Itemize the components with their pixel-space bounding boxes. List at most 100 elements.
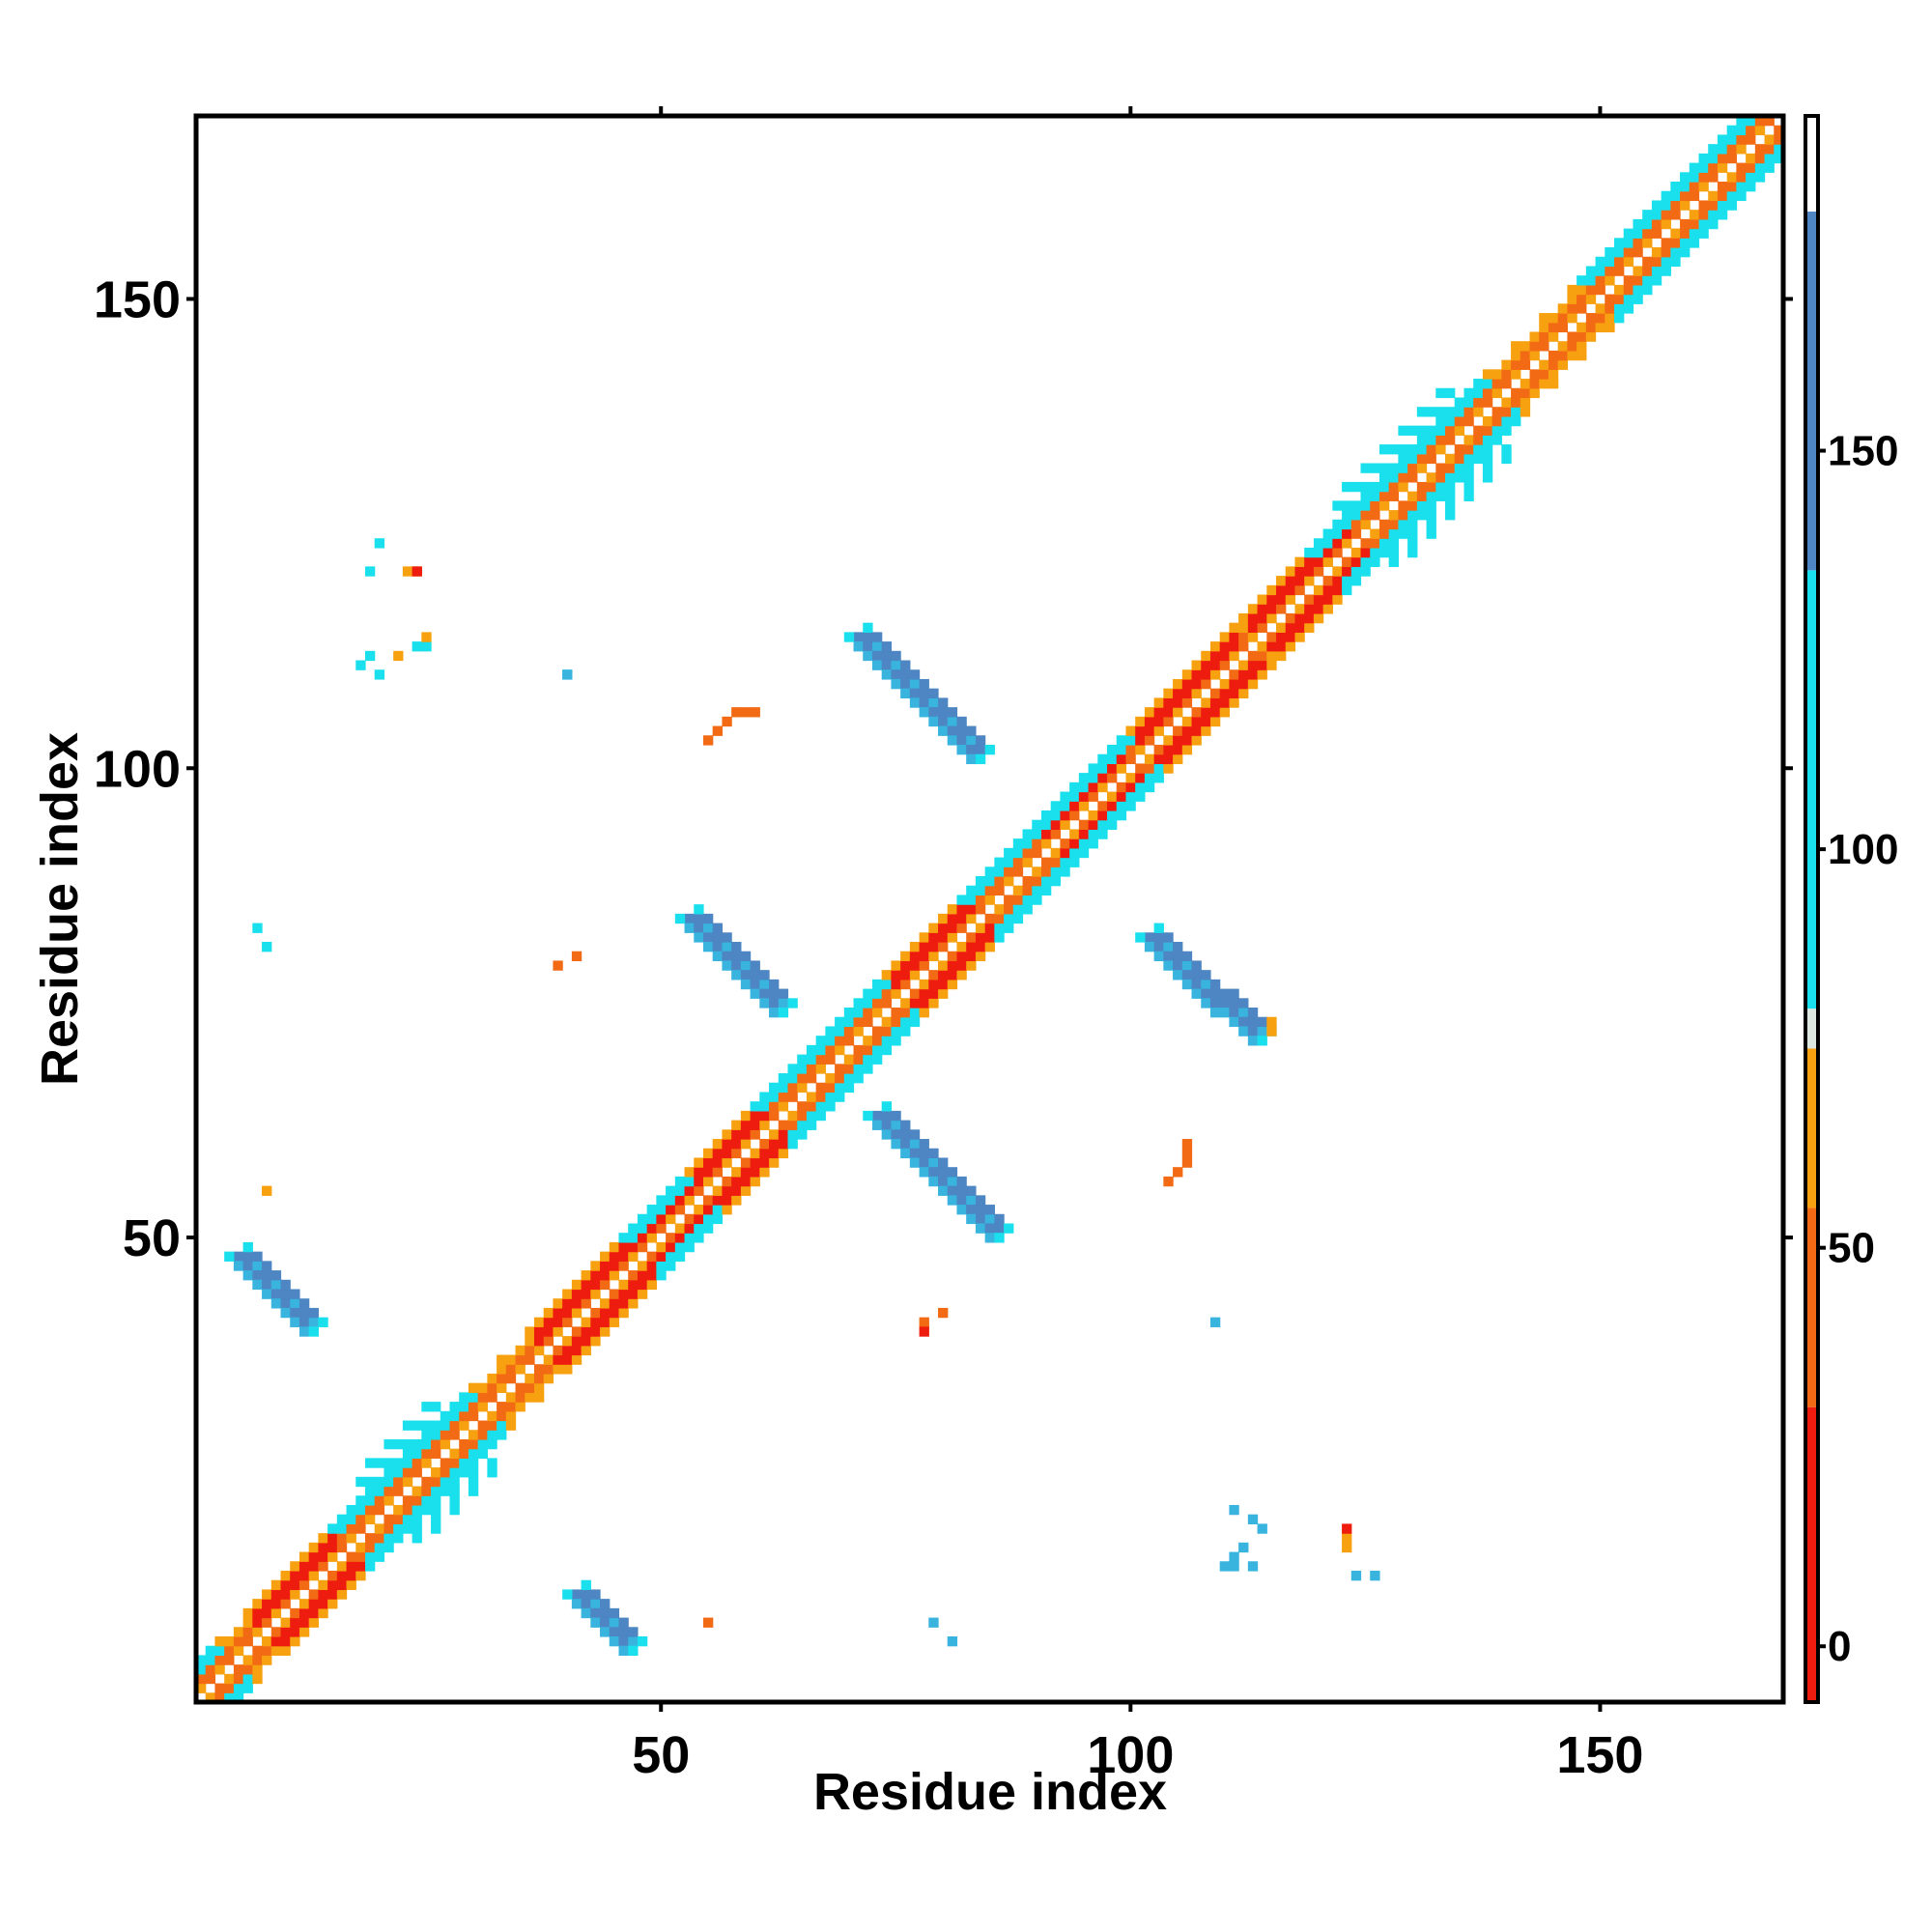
x-axis: 50 100 150 [632,106,1643,1784]
diagonal-cell [336,1542,348,1553]
diagonal-cell [684,1167,695,1178]
diagonal-cell [1209,641,1221,652]
strand-cell [947,735,958,746]
diagonal-cell [938,988,949,999]
diagonal-cell [797,1054,808,1065]
colorbar-band [1805,116,1818,213]
diagonal-cell [1088,838,1098,849]
diagonal-cell [1378,491,1390,501]
diagonal-cell [421,1448,432,1459]
contact-cell [393,650,404,662]
diagonal-cell [628,1251,639,1262]
diagonal-cell [1670,228,1681,239]
strand-cell [298,1298,310,1309]
strand-cell [712,932,724,943]
diagonal-cell [327,1533,338,1544]
diagonal-cell [1322,538,1333,549]
strand-cell [242,1261,253,1271]
diagonal-cell [1378,463,1390,473]
strand-cell [712,942,724,952]
diagonal-cell [769,1110,780,1122]
diagonal-cell [1304,622,1315,633]
diagonal-cell [909,951,921,962]
diagonal-cell [1708,210,1719,220]
diagonal-cell [252,1617,263,1628]
diagonal-cell [956,942,967,952]
diagonal-cell [656,1195,667,1206]
diagonal-cell [355,1504,366,1516]
strand-cell [769,1008,780,1018]
diagonal-cell [1577,303,1587,314]
diagonal-cell [205,1645,216,1657]
diagonal-cell [290,1635,300,1647]
diagonal-cell [196,1673,207,1685]
diagonal-cell [1125,725,1136,736]
colorbar-tick-label: 0 [1828,1623,1851,1670]
diagonal-cell [1191,669,1202,680]
diagonal-cell [1181,716,1193,727]
diagonal-cell [712,1157,724,1168]
strand-cell [740,960,752,971]
diagonal-cell [1520,359,1531,370]
strand-cell [787,998,798,1009]
diagonal-cell [863,1064,873,1074]
contact-cell [938,1307,949,1319]
diagonal-cell [205,1655,216,1665]
diagonal-cell [1633,228,1643,239]
diagonal-cell [1388,510,1399,521]
diagonal-cell [440,1476,451,1488]
diagonal-cell [806,1073,817,1084]
diagonal-cell [270,1599,282,1609]
diagonal-cell [1426,481,1436,493]
diagonal-cell [252,1607,263,1619]
diagonal-cell [1004,913,1014,924]
diagonal-cell [1633,275,1643,286]
diagonal-cell [590,1289,601,1299]
diagonal-cell [1060,819,1070,831]
diagonal-cell [1736,172,1747,183]
diagonal-cell [806,1120,817,1130]
strand-cell [759,998,770,1009]
strand-cell [600,1627,611,1637]
diagonal-cell [1435,387,1446,399]
diagonal-cell [919,988,929,999]
diagonal-cell [1726,172,1737,183]
diagonal-cell [364,1504,376,1516]
strand-cell [1219,998,1231,1009]
diagonal-cell [1276,604,1287,614]
diagonal-cell [1501,444,1512,455]
strand-cell [280,1298,291,1309]
diagonal-cell [835,1016,845,1028]
diagonal-cell [1135,744,1146,755]
diagonal-cell [1585,294,1597,304]
diagonal-cell [374,1476,385,1488]
diagonal-cell [1416,444,1428,455]
diagonal-cell [825,1101,836,1112]
diagonal-cell [694,1157,704,1168]
diagonal-cell [298,1627,310,1637]
strand-cell [740,951,752,962]
diagonal-cell [1642,256,1653,268]
diagonal-cell [431,1420,441,1431]
diagonal-cell [928,951,939,962]
diagonal-cell [863,988,873,999]
diagonal-cell [1473,453,1484,465]
diagonal-cell [384,1438,394,1450]
diagonal-cell [843,1064,855,1074]
diagonal-cell [533,1317,545,1327]
diagonal-cell [1426,453,1436,465]
diagonal-cell [233,1664,244,1675]
diagonal-cell [666,1213,676,1225]
diagonal-cell [1605,313,1615,324]
contact-cell [402,566,413,577]
diagonal-cell [1670,256,1681,268]
strand-cell [1191,979,1202,990]
diagonal-cell [1313,584,1324,596]
diagonal-cell [205,1673,216,1685]
diagonal-cell [702,1176,714,1187]
diagonal-cell [750,1101,760,1112]
diagonal-cell [1754,172,1766,183]
strand-cell [891,1139,901,1150]
diagonal-cell [1097,810,1108,821]
diagonal-cell [1670,210,1681,220]
